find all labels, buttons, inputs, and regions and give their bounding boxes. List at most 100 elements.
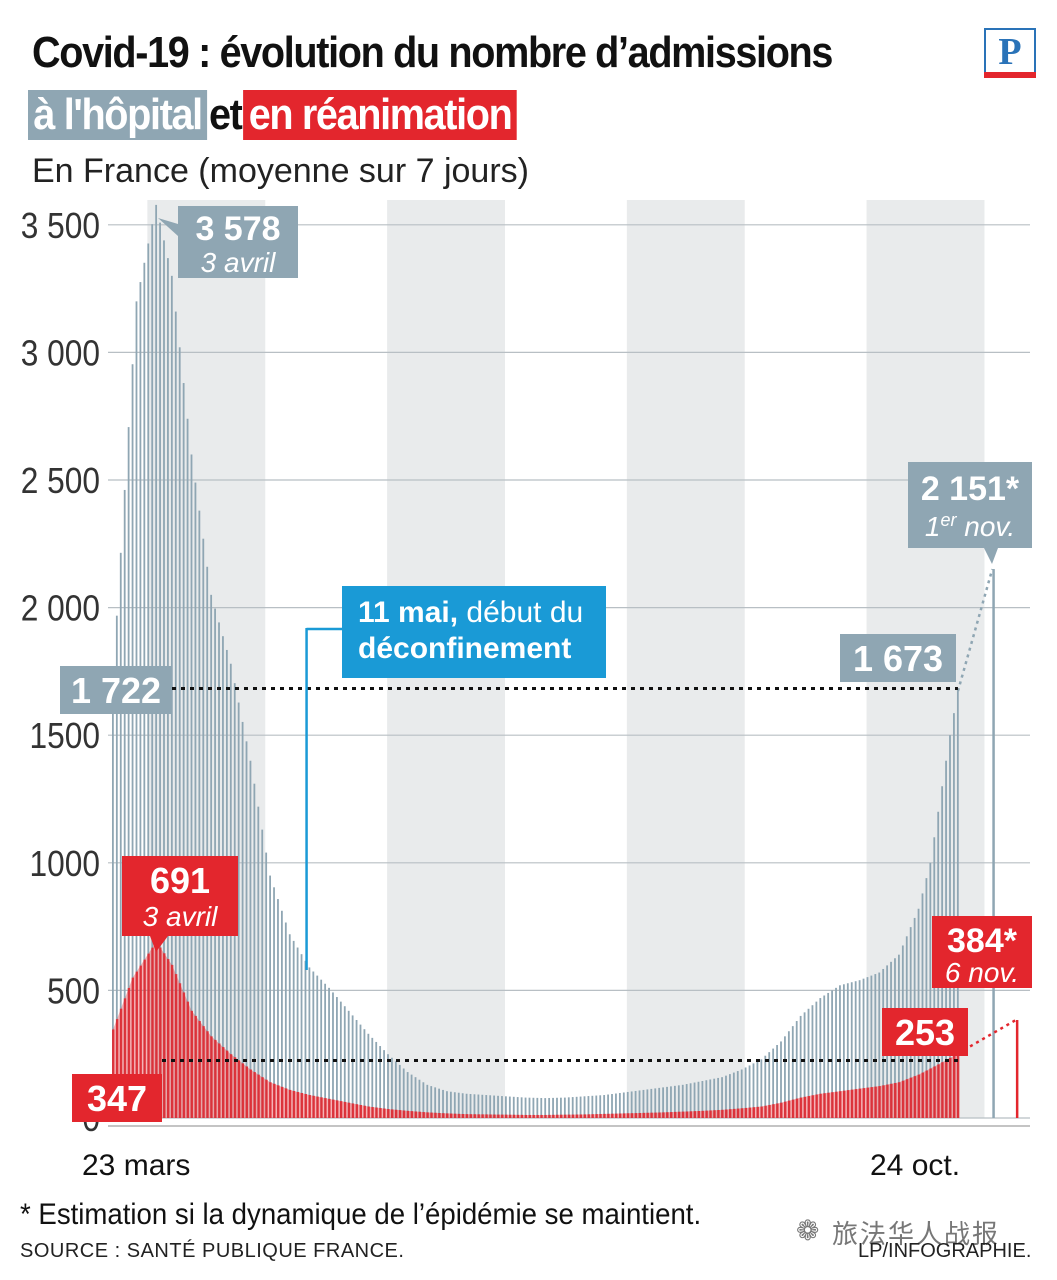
icu-bar	[642, 1112, 645, 1118]
icu-bar	[524, 1114, 528, 1118]
icu-bar	[159, 947, 162, 1118]
icu-bar	[886, 1084, 889, 1118]
icu-bar	[284, 1088, 288, 1118]
icu-bar	[449, 1113, 453, 1118]
icu-bar	[673, 1111, 677, 1118]
icu-bar	[473, 1114, 476, 1118]
icu-bar	[414, 1111, 418, 1118]
icu-bar	[693, 1111, 697, 1118]
hospital-bar	[178, 347, 181, 1118]
icu-bar	[143, 959, 146, 1118]
hospital-bar	[131, 364, 134, 1119]
hospital-bar	[878, 972, 881, 1118]
icu-bar	[760, 1106, 763, 1118]
hospital-bar	[485, 1095, 488, 1118]
hospital-estimate-value: 2 151*	[921, 470, 1020, 508]
hospital-bar	[552, 1097, 554, 1118]
hospital-bar	[516, 1097, 519, 1118]
hospital-peak-label-box	[178, 206, 298, 278]
hospital-bar	[776, 1045, 778, 1118]
icu-peak-label-box	[122, 856, 238, 936]
icu-bar	[410, 1111, 414, 1118]
icu-bar	[591, 1114, 594, 1118]
hospital-bar	[874, 974, 877, 1118]
icu-bar	[237, 1060, 241, 1118]
hospital-bar	[615, 1093, 617, 1118]
hospital-bar	[736, 1071, 739, 1118]
hospital-bar	[328, 987, 330, 1118]
icu-bar	[245, 1066, 249, 1118]
hospital-bar	[764, 1055, 767, 1118]
icu-estimate-value: 384*	[947, 922, 1018, 960]
icu-bar	[850, 1089, 854, 1118]
hospital-bar	[658, 1087, 661, 1118]
icu-bar	[744, 1107, 748, 1118]
legend-hospital-tag: à l'hôpital	[28, 90, 208, 140]
hospital-bar	[846, 983, 849, 1118]
hospital-bar	[567, 1097, 570, 1118]
icu-bar	[493, 1114, 496, 1118]
icu-bar	[933, 1066, 936, 1118]
hospital-bar	[277, 899, 279, 1118]
hospital-bar	[524, 1097, 527, 1118]
icu-bar	[155, 941, 158, 1118]
hospital-bar	[398, 1064, 401, 1118]
icu-bar	[544, 1114, 547, 1118]
icu-bar	[508, 1114, 512, 1118]
hospital-bar	[469, 1094, 472, 1118]
icu-bar	[697, 1111, 700, 1118]
hospital-bar	[391, 1057, 393, 1118]
deconfinement-line2: déconfinement	[358, 632, 571, 665]
icu-bar	[756, 1106, 759, 1118]
icu-bar	[505, 1114, 508, 1118]
hospital-bar	[292, 940, 295, 1118]
icu-bar	[874, 1086, 877, 1118]
icu-bar	[681, 1111, 685, 1118]
hospital-bar	[756, 1061, 759, 1118]
icu-bar	[917, 1074, 921, 1118]
hospital-bar	[528, 1097, 531, 1118]
hospital-bar	[599, 1095, 602, 1118]
hospital-bar	[249, 760, 252, 1118]
hospital-bar	[257, 806, 260, 1118]
icu-bar	[489, 1114, 492, 1118]
y-tick-label: 1500	[30, 716, 100, 756]
hospital-peak-date: 3 avril	[201, 247, 276, 278]
hospital-bar	[646, 1089, 649, 1118]
deconfinement-date: 11 mai,	[358, 596, 458, 629]
icu-bar	[662, 1112, 665, 1118]
hospital-bar	[308, 967, 311, 1118]
icu-bar	[622, 1113, 626, 1118]
hospital-bar	[870, 975, 873, 1118]
deconfinement-line1: 11 mai, début du	[358, 596, 583, 629]
hospital-bar	[681, 1084, 684, 1118]
hospital-bar	[925, 878, 928, 1118]
hospital-bar	[772, 1048, 775, 1118]
icu-bar	[685, 1111, 689, 1118]
hospital-bar	[768, 1052, 771, 1118]
icu-bar	[532, 1114, 535, 1118]
hospital-end-value: 1 673	[853, 638, 943, 679]
icu-bar	[151, 947, 154, 1118]
hospital-bar	[866, 977, 869, 1118]
hospital-bar	[501, 1096, 503, 1118]
icu-bar	[666, 1112, 669, 1118]
hospital-bar	[560, 1097, 562, 1118]
icu-bar	[434, 1112, 437, 1118]
hospital-bar	[642, 1089, 645, 1118]
hospital-bar	[654, 1088, 657, 1118]
icu-peak-date: 3 avril	[143, 901, 218, 932]
hospital-estimate-pointer	[984, 548, 998, 564]
icu-bar	[469, 1114, 473, 1118]
hospital-bar	[497, 1095, 499, 1118]
hospital-bar	[155, 204, 158, 1118]
icu-bar	[477, 1114, 480, 1118]
icu-bar	[261, 1077, 264, 1118]
hospital-bar	[858, 980, 861, 1118]
icu-bar	[540, 1114, 543, 1118]
icu-bar	[387, 1109, 390, 1118]
icu-bar	[190, 1010, 193, 1118]
hospital-bar	[414, 1077, 417, 1118]
icu-bar	[438, 1112, 441, 1118]
icu-bar	[732, 1108, 736, 1118]
